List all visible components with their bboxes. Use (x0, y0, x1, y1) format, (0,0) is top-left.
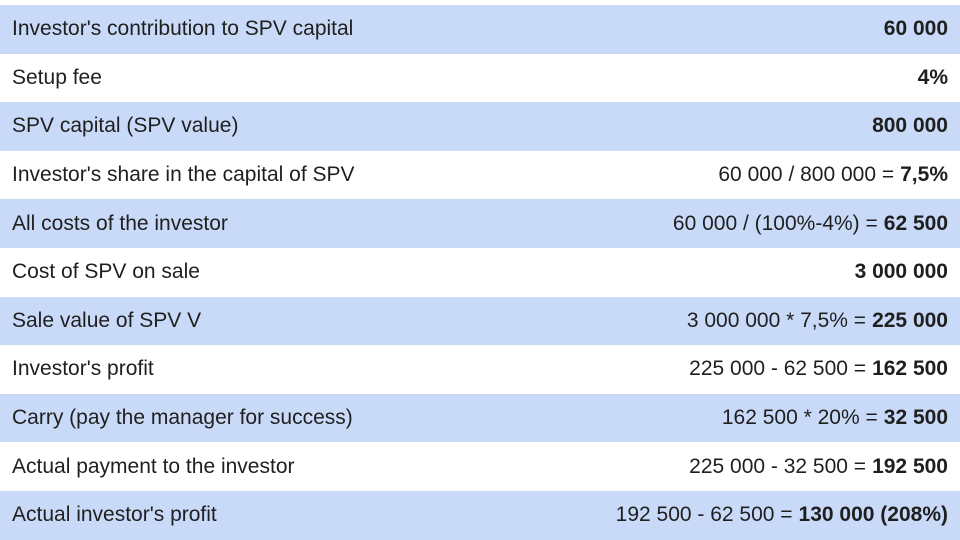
table: Investor's contribution to SPV capital 60… (0, 5, 960, 540)
result: 130 000 (208%) (798, 503, 948, 527)
row-label: All costs of the investor (12, 211, 228, 235)
table-row: SPV capital (SPV value) 800 000 (0, 102, 960, 151)
row-value: 162 500 * 20% = 32 500 (722, 406, 948, 430)
row-value: 60 000 / (100%-4%) = 62 500 (673, 212, 948, 236)
formula: 3 000 000 * 7,5% = (686, 308, 867, 332)
row-label: Investor's contribution to SPV capital (12, 17, 354, 41)
table-row: Investor's contribution to SPV capital 60… (0, 5, 960, 54)
row-value: 3 000 000 * 7,5% = 225 000 (687, 309, 948, 333)
result: 225 000 (872, 308, 948, 332)
table-row: Investor's profit 225 000 - 62 500 = 162 5… (0, 345, 960, 394)
row-value: 225 000 - 32 500 = 192 500 (689, 455, 948, 479)
table-row: Cost of SPV on sale 3 000 000 (0, 248, 960, 297)
row-label: SPV capital (SPV value) (12, 114, 239, 138)
row-value: 800 000 (872, 114, 948, 138)
result: 192 500 (872, 454, 948, 478)
formula: 225 000 - 32 500 = (689, 454, 867, 478)
result: 32 500 (883, 406, 948, 430)
row-label: Actual payment to the investor (12, 454, 295, 478)
result: 162 500 (872, 357, 948, 381)
table-row: All costs of the investor 60 000 / (100%-… (0, 199, 960, 248)
row-label: Cost of SPV on sale (12, 260, 200, 284)
table-row: Setup fee 4% (0, 54, 960, 103)
row-label: Setup fee (12, 65, 102, 89)
row-label: Investor's profit (12, 357, 154, 381)
table-row: Actual investor's profit 192 500 - 62 500… (0, 490, 960, 540)
row-value: 60 000 / 800 000 = 7,5% (718, 163, 948, 187)
row-label: Carry (pay the manager for success) (12, 406, 353, 430)
result: 7,5% (900, 163, 948, 187)
table-row: Actual payment to the investor 225 000 - … (0, 442, 960, 491)
row-value: 192 500 - 62 500 = 130 000 (208%) (616, 503, 948, 527)
row-label: Sale value of SPV V (12, 308, 202, 332)
result: 4% (917, 65, 948, 89)
formula: 225 000 - 62 500 = (689, 357, 867, 381)
result: 62 500 (883, 211, 948, 235)
row-value: 225 000 - 62 500 = 162 500 (689, 357, 948, 381)
formula: 60 000 / 800 000 = (718, 163, 895, 187)
table-row: Carry (pay the manager for success) 162 5… (0, 393, 960, 443)
formula: 60 000 / (100%-4%) = (672, 211, 878, 235)
formula: 162 500 * 20% = (721, 406, 878, 430)
row-value: 3 000 000 (855, 260, 948, 284)
table-row: Sale value of SPV V 3 000 000 * 7,5% = 225… (0, 296, 960, 346)
table-row: Investor's share in the capital of SPV 60… (0, 151, 960, 200)
row-label: Investor's share in the capital of SPV (12, 163, 355, 187)
row-value: 60 000 (884, 17, 948, 41)
row-value: 4% (918, 66, 948, 90)
result: 800 000 (872, 114, 948, 138)
result: 3 000 000 (854, 260, 948, 284)
result: 60 000 (883, 17, 948, 41)
formula: 192 500 - 62 500 = (615, 503, 793, 527)
row-label: Actual investor's profit (12, 503, 217, 527)
